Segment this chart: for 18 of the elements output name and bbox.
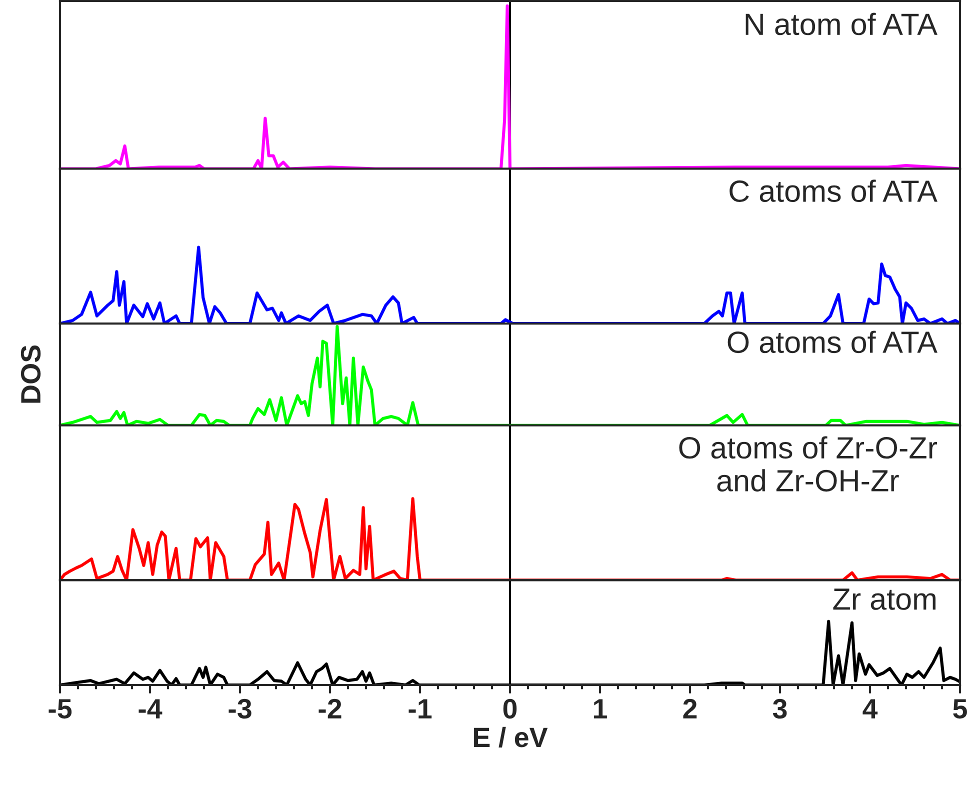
chart-title: C atoms of ATA	[730, 180, 938, 202]
x-tick-label: 3	[772, 698, 787, 719]
x-tick-label: -2	[318, 698, 342, 718]
x-tick-label: 0	[503, 698, 517, 719]
x-tick-label: 4	[862, 699, 878, 718]
x-tick-label: 2	[683, 698, 697, 718]
chart-title: Zr atom	[833, 588, 936, 610]
x-tick-label: -1	[408, 699, 432, 718]
x-tick-label: -3	[228, 698, 252, 719]
x-tick-label: 1	[594, 699, 607, 718]
x-tick-label: 5	[953, 699, 967, 719]
chart-title: O atoms of Zr-O-Zr and Zr-OH-Zr	[679, 436, 938, 492]
y-axis-title: DOS	[20, 345, 41, 403]
chart-title: O atoms of ATA	[728, 330, 938, 354]
x-tick-label: -5	[48, 699, 72, 719]
x-tick-label: -4	[138, 699, 162, 718]
x-axis-title: E / eV	[474, 726, 548, 748]
chart-title: N atom of ATA	[746, 12, 938, 36]
